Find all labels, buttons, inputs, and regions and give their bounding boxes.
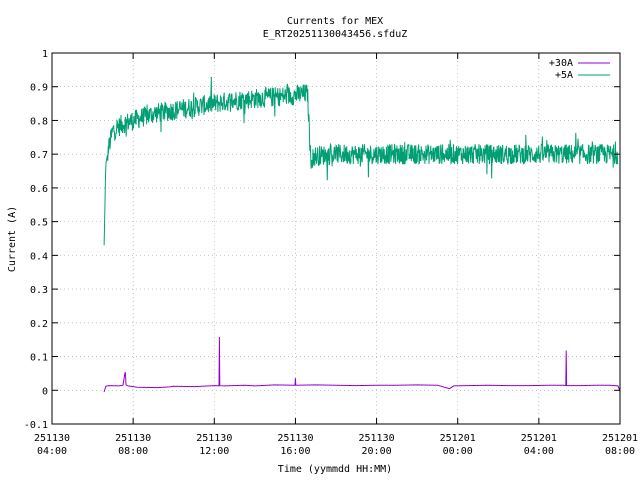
x-tick-time: 08:00 [118,446,148,457]
y-tick-label: 0 [42,386,48,397]
series-line-0 [103,336,621,393]
grid [51,52,621,425]
y-tick-label: 0.7 [30,150,48,161]
x-tick-date: 251130 [277,433,313,444]
x-tick-time: 08:00 [605,446,635,457]
y-tick-label: 0.2 [30,319,48,330]
x-tick-date: 251201 [521,433,557,444]
y-tick-label: 0.8 [30,116,48,127]
y-tick-label: 0.3 [30,285,48,296]
chart-title: Currents for MEX [287,16,383,27]
plot-frame [51,52,621,425]
x-tick-date: 251201 [440,433,476,444]
y-tick-label: 0.9 [30,83,48,94]
x-axis-label: Time (yymmdd HH:MM) [278,464,392,475]
x-tick-date: 251201 [602,433,638,444]
y-axis-label: Current (A) [7,206,18,272]
y-tick-label: -0.1 [24,420,48,431]
y-tick-label: 0.5 [30,218,48,229]
chart-subtitle: E_RT20251130043456.sfduZ [263,29,408,40]
x-tick-date: 251130 [115,433,151,444]
y-tick-label: 0.4 [30,251,48,262]
y-tick-label: 1 [42,49,48,60]
y-tick-label: 0.6 [30,184,48,195]
y-axis: -0.1 0 0.1 0.2 0.3 0.4 0.5 0.6 0.7 0.8 0.9 1 [24,49,620,431]
x-tick-time: 00:00 [443,446,473,457]
x-tick-time: 04:00 [37,446,67,457]
x-tick-time: 12:00 [199,446,229,457]
y-tick-label: 0.1 [30,353,48,364]
legend-label: +30A [549,58,573,69]
series-lines [103,76,621,393]
x-tick-date: 251130 [359,433,395,444]
x-tick-time: 04:00 [524,446,554,457]
legend-label: +5A [555,70,573,81]
x-axis: 251130 04:00 251130 08:00 251130 12:00 251130 1… [34,53,638,457]
x-tick-date: 251130 [196,433,232,444]
x-tick-time: 16:00 [280,446,310,457]
x-tick-date: 251130 [34,433,70,444]
legend: +30A+5A [549,58,610,81]
x-tick-time: 20:00 [362,446,392,457]
series-line-1 [103,76,619,246]
